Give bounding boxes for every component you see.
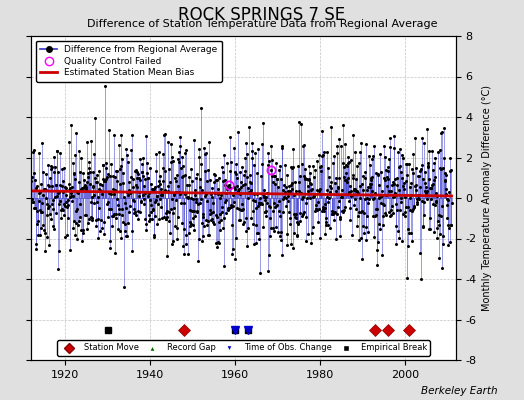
Text: Difference of Station Temperature Data from Regional Average: Difference of Station Temperature Data f… [87,19,437,29]
Legend: Station Move, Record Gap, Time of Obs. Change, Empirical Break: Station Move, Record Gap, Time of Obs. C… [57,340,430,356]
Text: Berkeley Earth: Berkeley Earth [421,386,498,396]
Y-axis label: Monthly Temperature Anomaly Difference (°C): Monthly Temperature Anomaly Difference (… [482,85,492,311]
Text: ROCK SPRINGS 7 SE: ROCK SPRINGS 7 SE [179,6,345,24]
